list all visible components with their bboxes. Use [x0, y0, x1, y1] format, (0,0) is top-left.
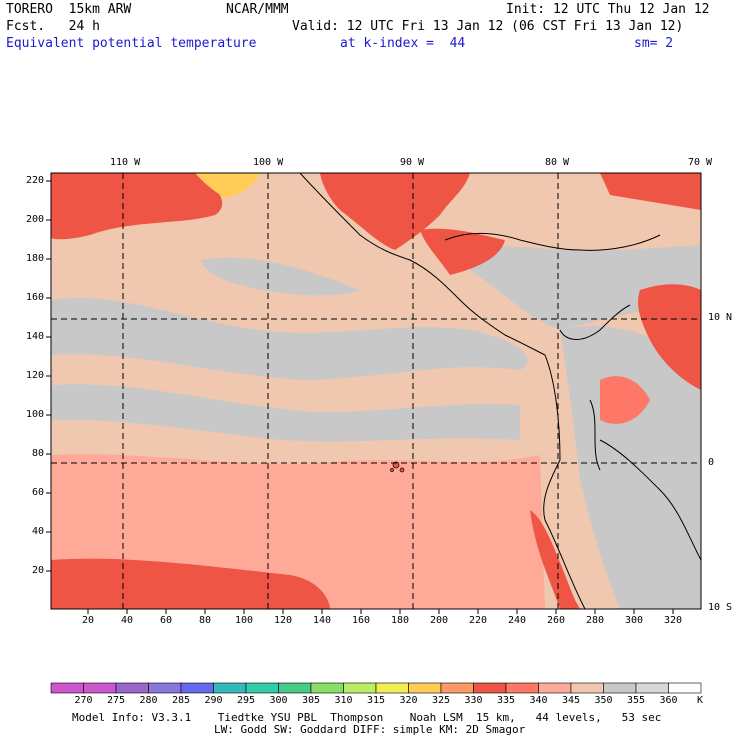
- y-tick-label: 200: [26, 214, 45, 225]
- tick-marks: [46, 180, 674, 614]
- colorbar-swatch: [635, 682, 669, 694]
- colorbar-label: 360: [659, 695, 678, 706]
- coastlines: [299, 173, 701, 609]
- x-tick-label: 140: [313, 615, 332, 626]
- y-tick-label: 140: [26, 331, 45, 342]
- x-tick-label: 320: [664, 615, 683, 626]
- model-physics: LW: Godd SW: Goddard DIFF: simple KM: 2D…: [214, 723, 526, 736]
- x-tick-label: 100: [235, 615, 254, 626]
- x-tick-label: 120: [274, 615, 293, 626]
- colorbar-swatch: [538, 682, 572, 694]
- colorbar-swatch: [668, 682, 702, 694]
- colorbar-label: 350: [594, 695, 613, 706]
- colorbar-unit: K: [697, 695, 704, 706]
- colorbar-swatch: [180, 682, 214, 694]
- colorbar-swatch: [278, 682, 312, 694]
- colorbar-label: 325: [432, 695, 451, 706]
- valid-time: Valid: 12 UTC Fri 13 Jan 12 (06 CST Fri …: [292, 19, 684, 34]
- smoothing: sm= 2: [634, 36, 674, 51]
- lat-label-10s: 10 S: [708, 602, 733, 613]
- y-tick-label: 20: [32, 565, 45, 576]
- model-name: TORERO 15km ARW: [6, 2, 132, 17]
- lat-label-10n: 10 N: [708, 312, 733, 323]
- lat-lon-grid: [51, 173, 701, 609]
- colorbar-label: 305: [302, 695, 321, 706]
- colorbar-swatch: [408, 682, 442, 694]
- colorbar-swatch: [570, 682, 604, 694]
- lon-label-110w: 110 W: [110, 157, 141, 168]
- y-tick-label: 60: [32, 487, 45, 498]
- colorbar-swatch: [375, 682, 409, 694]
- theta-e-field: [51, 173, 701, 609]
- colorbar-swatch: [83, 682, 117, 694]
- colorbar-label: 340: [529, 695, 548, 706]
- model-info: Model Info: V3.3.1 Tiedtke YSU PBL Thomp…: [72, 711, 662, 724]
- colorbar-label: 270: [74, 695, 93, 706]
- colorbar-label: 345: [562, 695, 581, 706]
- colorbar-label: 310: [334, 695, 353, 706]
- colorbar-label: 355: [627, 695, 646, 706]
- colorbar-label: 295: [237, 695, 256, 706]
- y-tick-label: 180: [26, 253, 45, 264]
- x-tick-label: 20: [82, 615, 95, 626]
- field-name: Equivalent potential temperature: [6, 36, 257, 51]
- y-tick-label: 100: [26, 409, 45, 420]
- colorbar-label: 300: [269, 695, 288, 706]
- plot-frame: [50, 172, 702, 610]
- colorbar-swatch: [213, 682, 247, 694]
- colorbar-label: 320: [399, 695, 418, 706]
- colorbar-swatch: [310, 682, 344, 694]
- forecast-hour: Fcst. 24 h: [6, 19, 100, 34]
- colorbar-swatch: [473, 682, 507, 694]
- x-tick-label: 300: [625, 615, 644, 626]
- center-name: NCAR/MMM: [226, 2, 289, 17]
- lon-label-80w: 80 W: [545, 157, 570, 168]
- colorbar-swatch: [115, 682, 149, 694]
- x-tick-label: 260: [547, 615, 566, 626]
- lon-label-100w: 100 W: [253, 157, 284, 168]
- y-tick-label: 40: [32, 526, 45, 537]
- colorbar-swatch: [440, 682, 474, 694]
- x-tick-label: 200: [430, 615, 449, 626]
- colorbar-label: 275: [107, 695, 126, 706]
- colorbar-label: 280: [139, 695, 158, 706]
- lon-label-70w: 70 W: [688, 157, 713, 168]
- lon-label-90w: 90 W: [400, 157, 425, 168]
- colorbar-swatch: [148, 682, 182, 694]
- x-tick-label: 60: [160, 615, 173, 626]
- x-tick-label: 180: [391, 615, 410, 626]
- x-tick-label: 220: [469, 615, 488, 626]
- colorbar-label: 335: [497, 695, 516, 706]
- colorbar-swatch: [343, 682, 377, 694]
- colorbar-swatch: [245, 682, 279, 694]
- colorbar-swatch: [505, 682, 539, 694]
- colorbar-label: 285: [172, 695, 191, 706]
- colorbar-swatch: [603, 682, 637, 694]
- y-tick-label: 220: [26, 175, 45, 186]
- x-tick-label: 80: [199, 615, 212, 626]
- colorbar: [50, 682, 702, 694]
- x-tick-label: 160: [352, 615, 371, 626]
- colorbar-label: 290: [204, 695, 223, 706]
- x-tick-label: 280: [586, 615, 605, 626]
- x-tick-label: 40: [121, 615, 134, 626]
- y-tick-label: 160: [26, 292, 45, 303]
- lat-label-0: 0: [708, 457, 715, 468]
- colorbar-label: 330: [464, 695, 483, 706]
- y-tick-label: 120: [26, 370, 45, 381]
- level-index: at k-index = 44: [340, 36, 466, 51]
- colorbar-swatch: [50, 682, 84, 694]
- y-tick-label: 80: [32, 448, 45, 459]
- colorbar-label: 315: [367, 695, 386, 706]
- x-tick-label: 240: [508, 615, 527, 626]
- init-time: Init: 12 UTC Thu 12 Jan 12: [506, 2, 710, 17]
